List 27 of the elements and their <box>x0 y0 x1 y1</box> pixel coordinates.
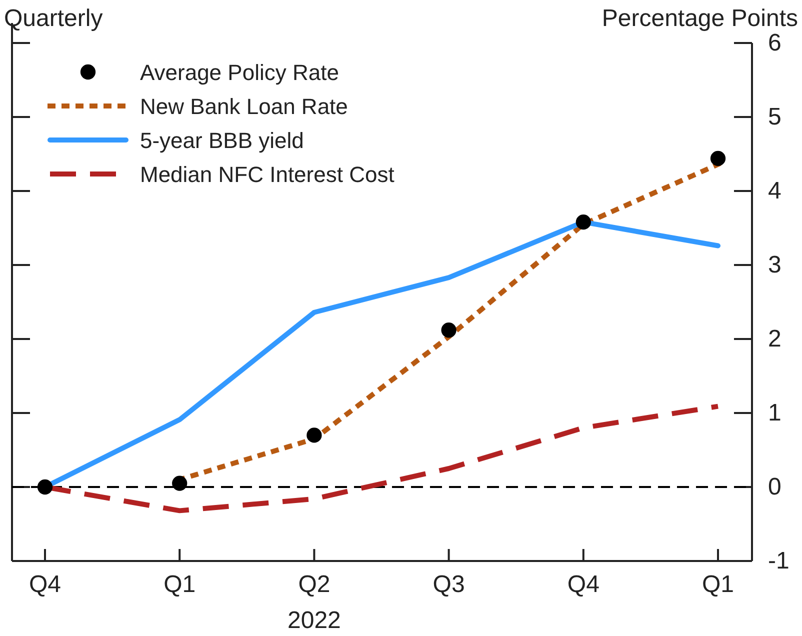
point <box>710 150 726 166</box>
y-axis-title: Percentage Points <box>602 5 798 32</box>
x-tick-label: Q2 <box>298 571 330 598</box>
legend-label: Median NFC Interest Cost <box>140 162 394 187</box>
legend-label: Average Policy Rate <box>140 60 339 85</box>
chart-title: Quarterly <box>4 5 103 32</box>
y-tick-label: 6 <box>768 30 782 57</box>
y-tick-label: -1 <box>768 548 790 575</box>
point <box>306 428 322 443</box>
x-tick-label: Q4 <box>567 571 600 598</box>
y-tick-label: 5 <box>768 104 782 131</box>
x-tick-label: Q1 <box>164 571 196 598</box>
y-tick-label: 2 <box>768 326 782 353</box>
text: 2022 <box>288 607 341 634</box>
y-tick-label: 1 <box>768 400 782 427</box>
y-tick-label: 0 <box>768 474 782 501</box>
point <box>172 476 188 491</box>
point <box>441 322 456 338</box>
x-tick-label: Q3 <box>432 571 465 598</box>
legend-label: 5-year BBB yield <box>140 128 304 153</box>
y-tick-label: 3 <box>768 252 782 279</box>
point <box>37 479 53 495</box>
y-tick-label: 4 <box>768 178 782 205</box>
x-tick-label: Q1 <box>702 571 734 598</box>
legend-label: New Bank Loan Rate <box>140 94 348 119</box>
point <box>576 214 591 230</box>
x-tick-label: Q4 <box>28 571 62 598</box>
